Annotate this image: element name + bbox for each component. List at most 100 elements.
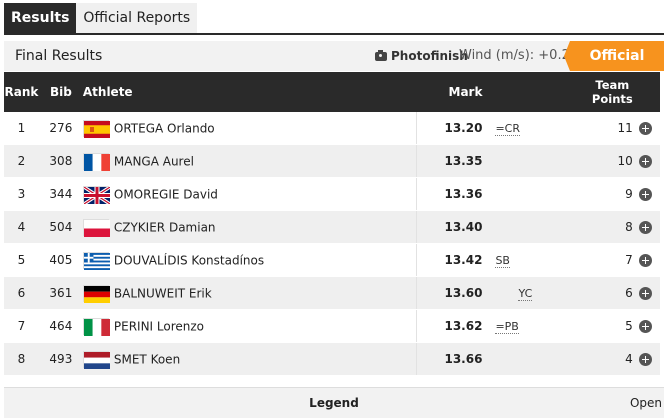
mark-cell: 13.35: [416, 144, 490, 178]
photofinish-link[interactable]: Photofinish: [375, 41, 468, 71]
column-header-record: [489, 72, 564, 112]
record-badge: =CR: [495, 121, 520, 136]
column-header-rank: Rank: [4, 72, 39, 112]
plus-circle-icon[interactable]: [638, 254, 652, 267]
team-points-cell: 4: [563, 342, 639, 376]
athlete-name[interactable]: MANGA Aurel: [113, 154, 194, 168]
mark-cell: 13.66: [416, 342, 490, 376]
record-badge: YC: [518, 286, 533, 301]
table-row: 2 308 MANGA Aurel 13.35 10: [4, 144, 660, 178]
flag-icon: [82, 152, 110, 171]
rank-cell: 4: [4, 210, 39, 244]
athlete-cell[interactable]: PERINI Lorenzo: [82, 309, 417, 343]
bib-cell: 308: [38, 144, 83, 178]
photofinish-label: Photofinish: [391, 49, 468, 63]
tab-divider: [4, 33, 664, 35]
rank-cell: 1: [4, 112, 39, 145]
expand-row-cell: [638, 276, 660, 310]
flag-icon: [82, 317, 110, 336]
table-row: 3 344 OMOREGIE David 13.36 9: [4, 177, 660, 211]
camera-icon: [375, 50, 387, 61]
page-title: Final Results: [15, 48, 103, 64]
record-cell: SB: [489, 243, 564, 277]
record-badge: =PB: [495, 319, 519, 334]
plus-circle-icon[interactable]: [638, 188, 652, 201]
legend-bar[interactable]: Legend Open: [4, 387, 664, 418]
plus-circle-icon[interactable]: [638, 155, 652, 168]
athlete-name[interactable]: PERINI Lorenzo: [113, 319, 205, 333]
bib-cell: 464: [38, 309, 83, 343]
table-row: 1 276 ORTEGA Orlando 13.20 =CR 11: [4, 112, 660, 145]
athlete-cell[interactable]: DOUVALÍDIS Konstadínos: [82, 243, 417, 277]
table-row: 4 504 CZYKIER Damian 13.40 8: [4, 210, 660, 244]
wind-reading: Wind (m/s): +0.2: [459, 48, 570, 63]
record-cell: YC: [489, 276, 564, 310]
flag-icon: [82, 119, 110, 138]
record-cell: [489, 177, 564, 211]
athlete-name[interactable]: BALNUWEIT Erik: [113, 286, 212, 300]
legend-title: Legend: [309, 396, 359, 410]
mark-cell: 13.20: [416, 112, 490, 145]
flag-icon: [82, 350, 110, 369]
athlete-name[interactable]: DOUVALÍDIS Konstadínos: [113, 253, 265, 267]
athlete-name[interactable]: SMET Koen: [113, 352, 181, 366]
rank-cell: 6: [4, 276, 39, 310]
team-points-cell: 7: [563, 243, 639, 277]
plus-circle-icon[interactable]: [638, 287, 652, 300]
record-cell: [489, 210, 564, 244]
team-points-line2: Points: [591, 92, 633, 106]
rank-cell: 2: [4, 144, 39, 178]
expand-row-cell: [638, 112, 660, 145]
athlete-cell[interactable]: ORTEGA Orlando: [82, 112, 417, 145]
bib-cell: 361: [38, 276, 83, 310]
bib-cell: 504: [38, 210, 83, 244]
table-row: 5 405 DOUVALÍDIS Konstadínos 13.42 SB 7: [4, 243, 660, 277]
column-header-athlete: Athlete: [82, 72, 417, 112]
mark-cell: 13.62: [416, 309, 490, 343]
mark-cell: 13.40: [416, 210, 490, 244]
expand-row-cell: [638, 144, 660, 178]
expand-row-cell: [638, 342, 660, 376]
expand-row-cell: [638, 210, 660, 244]
flag-icon: [82, 251, 110, 270]
table-header-row: Rank Bib Athlete Mark Team Points: [4, 72, 660, 112]
athlete-cell[interactable]: CZYKIER Damian: [82, 210, 417, 244]
record-cell: =PB: [489, 309, 564, 343]
tab-official-reports[interactable]: Official Reports: [76, 3, 198, 33]
flag-icon: [82, 284, 110, 303]
table-row: 6 361 BALNUWEIT Erik 13.60 YC 6: [4, 276, 660, 310]
tab-results[interactable]: Results: [4, 3, 77, 33]
column-header-actions: [638, 72, 660, 112]
legend-open-toggle[interactable]: Open: [629, 396, 662, 410]
table-row: 7 464 PERINI Lorenzo 13.62 =PB 5: [4, 309, 660, 343]
athlete-cell[interactable]: OMOREGIE David: [82, 177, 417, 211]
plus-circle-icon[interactable]: [638, 353, 652, 366]
table-row: 8 493 SMET Koen 13.66 4: [4, 342, 660, 376]
mark-cell: 13.60: [416, 276, 490, 310]
column-header-mark: Mark: [416, 72, 490, 112]
athlete-cell[interactable]: BALNUWEIT Erik: [82, 276, 417, 310]
status-badge: Official: [564, 41, 664, 71]
expand-row-cell: [638, 177, 660, 211]
record-cell: =CR: [489, 112, 564, 145]
record-badge: SB: [495, 253, 510, 268]
athlete-name[interactable]: CZYKIER Damian: [113, 220, 216, 234]
column-header-team-points: Team Points: [563, 72, 639, 112]
team-points-cell: 10: [563, 144, 639, 178]
bib-cell: 405: [38, 243, 83, 277]
athlete-cell[interactable]: SMET Koen: [82, 342, 417, 376]
athlete-name[interactable]: ORTEGA Orlando: [113, 121, 215, 135]
results-header: Final Results Photofinish Wind (m/s): +0…: [4, 41, 664, 71]
flag-icon: [82, 185, 111, 205]
athlete-cell[interactable]: MANGA Aurel: [82, 144, 417, 178]
bib-cell: 344: [38, 177, 83, 211]
plus-circle-icon[interactable]: [638, 122, 652, 135]
plus-circle-icon[interactable]: [638, 320, 652, 333]
team-points-cell: 6: [563, 276, 639, 310]
plus-circle-icon[interactable]: [638, 221, 652, 234]
rank-cell: 7: [4, 309, 39, 343]
team-points-cell: 9: [563, 177, 639, 211]
bib-cell: 493: [38, 342, 83, 376]
team-points-cell: 5: [563, 309, 639, 343]
athlete-name[interactable]: OMOREGIE David: [113, 187, 218, 201]
